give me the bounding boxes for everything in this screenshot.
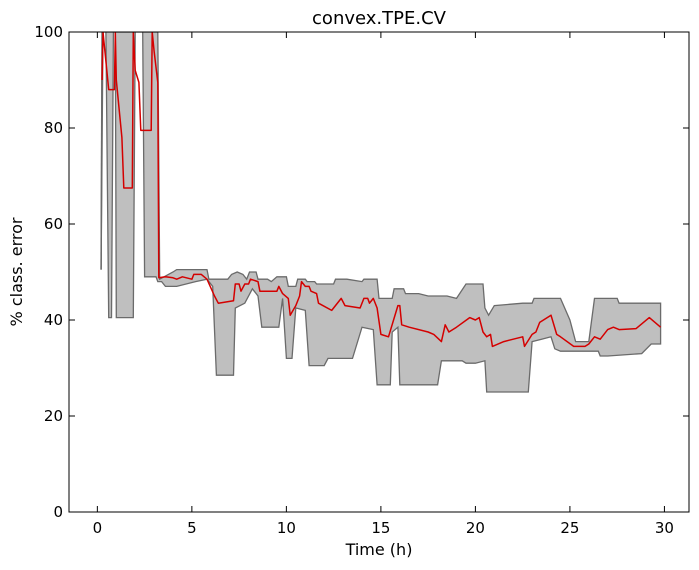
y-axis-label: % class. error [7, 217, 26, 326]
y-tick-label: 20 [44, 407, 63, 425]
x-tick-label: 25 [560, 519, 579, 537]
x-tick-label: 20 [466, 519, 485, 537]
plot-frame [68, 31, 690, 513]
y-tick-label: 80 [44, 119, 63, 137]
plot-area [100, 32, 662, 393]
x-tick-label: 10 [277, 519, 296, 537]
x-tick-label: 0 [93, 519, 103, 537]
y-tick-label: 60 [44, 215, 63, 233]
x-axis-label: Time (h) [345, 540, 413, 559]
x-tick-label: 5 [187, 519, 197, 537]
chart-title: convex.TPE.CV [312, 8, 447, 29]
x-axis-ticks: 0 5 10 15 20 25 30 [93, 32, 674, 537]
x-tick-label: 30 [655, 519, 674, 537]
y-tick-label: 0 [53, 503, 63, 521]
mean-error-line [101, 32, 662, 348]
error-band [100, 32, 662, 393]
x-tick-label: 15 [371, 519, 390, 537]
y-tick-label: 100 [34, 23, 63, 41]
y-tick-label: 40 [44, 311, 63, 329]
y-axis-ticks: 0 20 40 60 80 100 [34, 23, 689, 521]
